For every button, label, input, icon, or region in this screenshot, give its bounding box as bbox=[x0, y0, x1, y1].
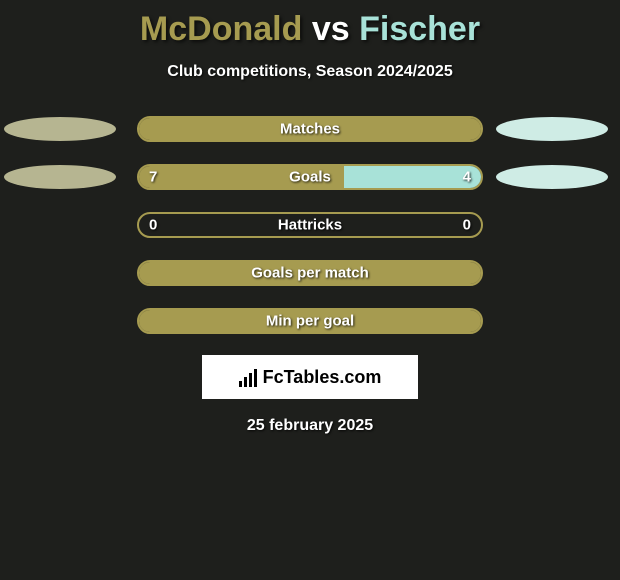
stat-label: Matches bbox=[280, 121, 340, 138]
player2-value-ellipse bbox=[496, 117, 608, 141]
stat-bar: Min per goal bbox=[137, 308, 483, 334]
player2-value: 4 bbox=[463, 169, 471, 186]
stat-bar: 7 Goals 4 bbox=[137, 164, 483, 190]
player1-value: 7 bbox=[149, 169, 157, 186]
comparison-title: McDonald vs Fischer bbox=[0, 0, 620, 49]
player2-value: 0 bbox=[463, 217, 471, 234]
stat-row: 7 Goals 4 bbox=[0, 163, 620, 191]
stat-row: Min per goal bbox=[0, 307, 620, 335]
stat-label: Hattricks bbox=[278, 217, 342, 234]
stat-row: 0 Hattricks 0 bbox=[0, 211, 620, 239]
stats-container: Matches 7 Goals 4 0 Hattricks 0 Goals per match… bbox=[0, 115, 620, 335]
player2-name: Fischer bbox=[359, 10, 480, 48]
stat-bar: Goals per match bbox=[137, 260, 483, 286]
player1-value: 0 bbox=[149, 217, 157, 234]
stat-bar: 0 Hattricks 0 bbox=[137, 212, 483, 238]
fctables-logo: FcTables.com bbox=[202, 355, 418, 399]
subtitle: Club competitions, Season 2024/2025 bbox=[0, 63, 620, 81]
stat-label: Goals bbox=[289, 169, 331, 186]
player1-value-ellipse bbox=[4, 165, 116, 189]
title-vs: vs bbox=[312, 10, 350, 48]
bar-chart-icon bbox=[239, 367, 257, 387]
stat-label: Min per goal bbox=[266, 313, 354, 330]
date-label: 25 february 2025 bbox=[0, 417, 620, 435]
player1-name: McDonald bbox=[140, 10, 302, 48]
player1-value-ellipse bbox=[4, 117, 116, 141]
stat-bar: Matches bbox=[137, 116, 483, 142]
player2-bar-fill bbox=[344, 166, 481, 188]
logo-text: FcTables.com bbox=[263, 367, 382, 388]
player2-value-ellipse bbox=[496, 165, 608, 189]
stat-row: Goals per match bbox=[0, 259, 620, 287]
stat-row: Matches bbox=[0, 115, 620, 143]
stat-label: Goals per match bbox=[251, 265, 369, 282]
